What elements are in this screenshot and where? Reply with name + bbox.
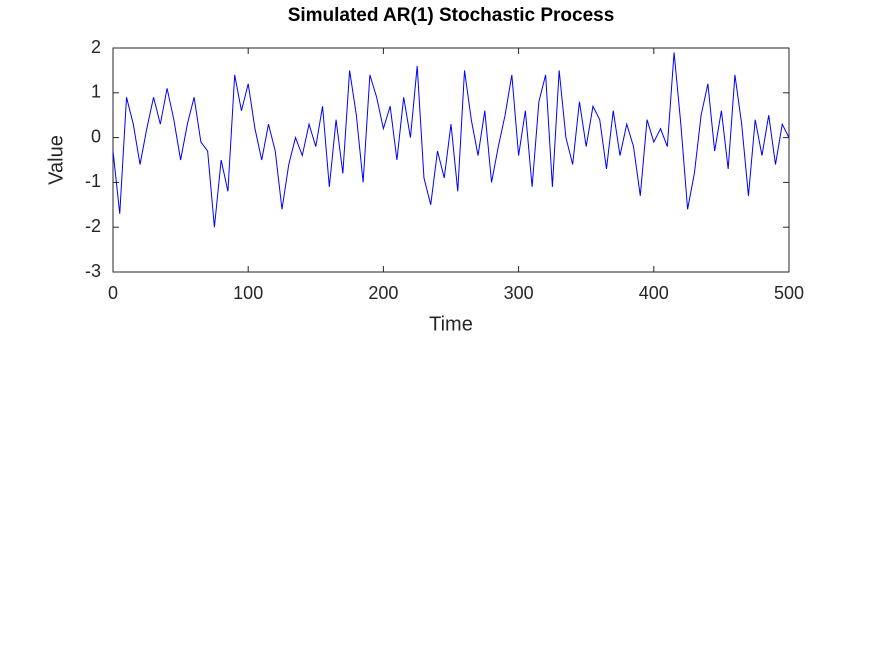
y-tick-label: 0 — [91, 126, 101, 146]
x-axis-label: Time — [429, 313, 473, 335]
plot-frame — [112, 47, 790, 273]
x-tick-label: 0 — [108, 283, 118, 303]
x-tick-label: 100 — [233, 283, 263, 303]
y-tick-label: 2 — [91, 37, 101, 57]
x-tick-label: 200 — [368, 283, 398, 303]
x-tick-label: 500 — [774, 283, 804, 303]
series-line — [112, 52, 790, 228]
chart-title: Simulated AR(1) Stochastic Process — [288, 5, 615, 26]
y-tick-label: -3 — [85, 261, 101, 281]
y-axis-label: Value — [45, 135, 67, 185]
y-tick-label: -1 — [85, 171, 101, 191]
y-tick-label: -2 — [85, 216, 101, 236]
y-tick-label: 1 — [91, 82, 101, 102]
x-tick-label: 300 — [504, 283, 534, 303]
x-tick-label: 400 — [639, 283, 669, 303]
